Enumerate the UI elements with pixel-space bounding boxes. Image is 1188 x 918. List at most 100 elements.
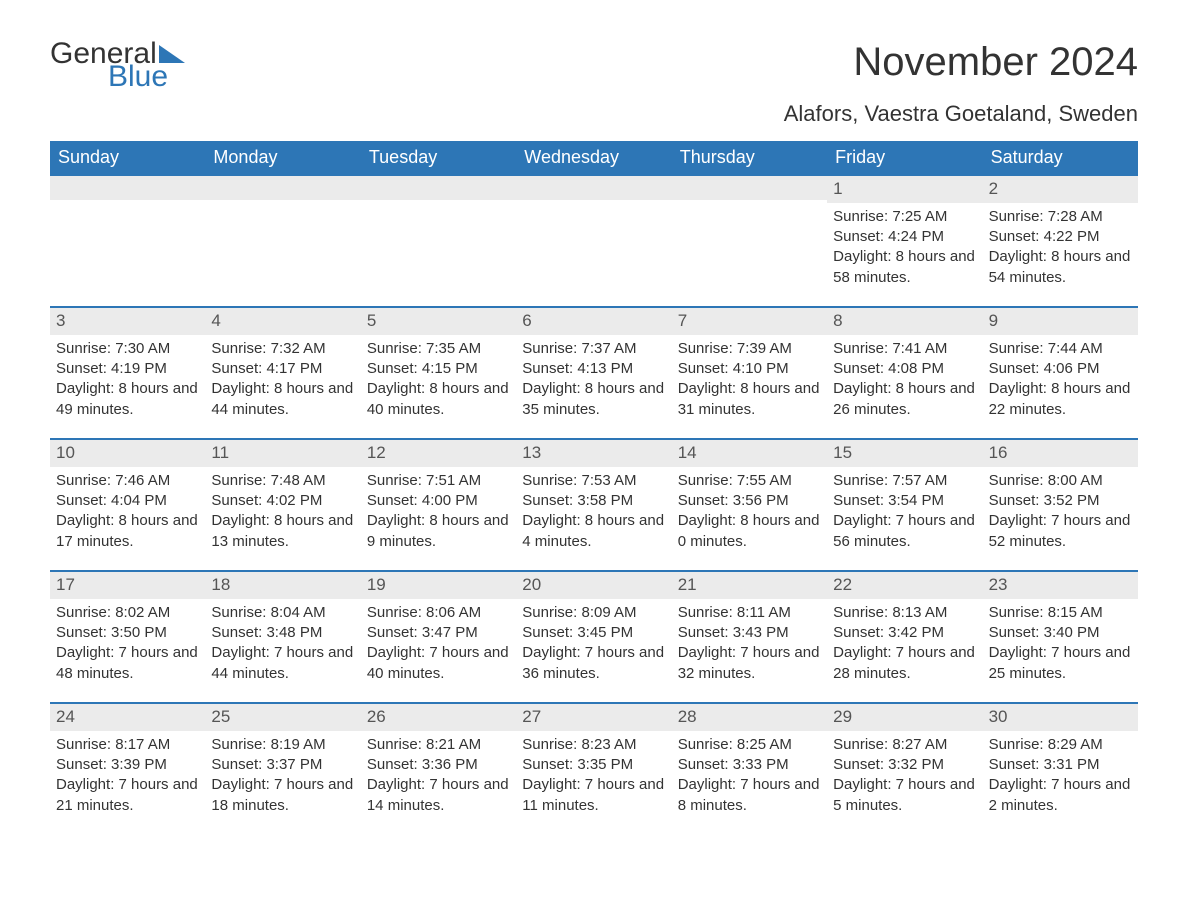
week-row: 24Sunrise: 8:17 AMSunset: 3:39 PMDayligh… [50,702,1138,834]
sunrise-line: Sunrise: 8:00 AM [989,471,1132,491]
daylight-line: Daylight: 8 hours and 58 minutes. [833,247,976,288]
daylight-line: Daylight: 8 hours and 49 minutes. [56,379,199,420]
sunrise-line: Sunrise: 8:19 AM [211,735,354,755]
day-cell: 30Sunrise: 8:29 AMSunset: 3:31 PMDayligh… [983,704,1138,834]
day-cell-empty [516,176,671,306]
day-cell: 2Sunrise: 7:28 AMSunset: 4:22 PMDaylight… [983,176,1138,306]
day-number: 29 [827,704,982,731]
day-number: 28 [672,704,827,731]
sunrise-line: Sunrise: 7:37 AM [522,339,665,359]
sunrise-line: Sunrise: 8:09 AM [522,603,665,623]
day-cell: 4Sunrise: 7:32 AMSunset: 4:17 PMDaylight… [205,308,360,438]
week-row: 1Sunrise: 7:25 AMSunset: 4:24 PMDaylight… [50,174,1138,306]
sunset-line: Sunset: 4:15 PM [367,359,510,379]
sunset-line: Sunset: 3:54 PM [833,491,976,511]
sunset-line: Sunset: 3:32 PM [833,755,976,775]
sunrise-line: Sunrise: 7:55 AM [678,471,821,491]
calendar: SundayMondayTuesdayWednesdayThursdayFrid… [50,141,1138,834]
day-number: 7 [672,308,827,335]
daylight-line: Daylight: 8 hours and 40 minutes. [367,379,510,420]
sunset-line: Sunset: 3:45 PM [522,623,665,643]
sunrise-line: Sunrise: 7:53 AM [522,471,665,491]
day-number: 20 [516,572,671,599]
day-number [50,176,205,200]
day-cell: 26Sunrise: 8:21 AMSunset: 3:36 PMDayligh… [361,704,516,834]
day-cell: 8Sunrise: 7:41 AMSunset: 4:08 PMDaylight… [827,308,982,438]
sunrise-line: Sunrise: 8:23 AM [522,735,665,755]
sunset-line: Sunset: 3:40 PM [989,623,1132,643]
daylight-line: Daylight: 7 hours and 32 minutes. [678,643,821,684]
day-cell-empty [50,176,205,306]
day-cell: 28Sunrise: 8:25 AMSunset: 3:33 PMDayligh… [672,704,827,834]
day-number: 4 [205,308,360,335]
sunrise-line: Sunrise: 7:57 AM [833,471,976,491]
day-cell: 3Sunrise: 7:30 AMSunset: 4:19 PMDaylight… [50,308,205,438]
day-number: 30 [983,704,1138,731]
daylight-line: Daylight: 8 hours and 13 minutes. [211,511,354,552]
daylight-line: Daylight: 7 hours and 36 minutes. [522,643,665,684]
day-cell: 1Sunrise: 7:25 AMSunset: 4:24 PMDaylight… [827,176,982,306]
weekday-header-row: SundayMondayTuesdayWednesdayThursdayFrid… [50,141,1138,174]
day-cell: 14Sunrise: 7:55 AMSunset: 3:56 PMDayligh… [672,440,827,570]
sunset-line: Sunset: 4:13 PM [522,359,665,379]
sunset-line: Sunset: 3:33 PM [678,755,821,775]
day-number: 22 [827,572,982,599]
day-cell: 25Sunrise: 8:19 AMSunset: 3:37 PMDayligh… [205,704,360,834]
day-number: 10 [50,440,205,467]
day-cell: 5Sunrise: 7:35 AMSunset: 4:15 PMDaylight… [361,308,516,438]
daylight-line: Daylight: 7 hours and 44 minutes. [211,643,354,684]
logo-text-blue: Blue [108,63,185,90]
day-cell: 13Sunrise: 7:53 AMSunset: 3:58 PMDayligh… [516,440,671,570]
day-number: 13 [516,440,671,467]
weekday-header-cell: Tuesday [361,141,516,174]
sunset-line: Sunset: 3:43 PM [678,623,821,643]
header: General Blue November 2024 Alafors, Vaes… [50,40,1138,137]
daylight-line: Daylight: 7 hours and 18 minutes. [211,775,354,816]
sunset-line: Sunset: 4:08 PM [833,359,976,379]
daylight-line: Daylight: 7 hours and 28 minutes. [833,643,976,684]
day-number: 6 [516,308,671,335]
day-number: 25 [205,704,360,731]
daylight-line: Daylight: 8 hours and 0 minutes. [678,511,821,552]
daylight-line: Daylight: 7 hours and 11 minutes. [522,775,665,816]
day-cell: 21Sunrise: 8:11 AMSunset: 3:43 PMDayligh… [672,572,827,702]
daylight-line: Daylight: 8 hours and 54 minutes. [989,247,1132,288]
day-number: 15 [827,440,982,467]
day-cell: 27Sunrise: 8:23 AMSunset: 3:35 PMDayligh… [516,704,671,834]
day-number: 12 [361,440,516,467]
sunset-line: Sunset: 4:19 PM [56,359,199,379]
day-cell: 23Sunrise: 8:15 AMSunset: 3:40 PMDayligh… [983,572,1138,702]
day-cell: 9Sunrise: 7:44 AMSunset: 4:06 PMDaylight… [983,308,1138,438]
week-row: 3Sunrise: 7:30 AMSunset: 4:19 PMDaylight… [50,306,1138,438]
sunset-line: Sunset: 4:22 PM [989,227,1132,247]
daylight-line: Daylight: 8 hours and 22 minutes. [989,379,1132,420]
sunrise-line: Sunrise: 8:02 AM [56,603,199,623]
daylight-line: Daylight: 7 hours and 25 minutes. [989,643,1132,684]
day-cell: 22Sunrise: 8:13 AMSunset: 3:42 PMDayligh… [827,572,982,702]
sunrise-line: Sunrise: 7:41 AM [833,339,976,359]
daylight-line: Daylight: 8 hours and 9 minutes. [367,511,510,552]
sunset-line: Sunset: 3:35 PM [522,755,665,775]
day-cell: 11Sunrise: 7:48 AMSunset: 4:02 PMDayligh… [205,440,360,570]
sunset-line: Sunset: 3:48 PM [211,623,354,643]
day-cell: 19Sunrise: 8:06 AMSunset: 3:47 PMDayligh… [361,572,516,702]
day-number: 26 [361,704,516,731]
sunrise-line: Sunrise: 8:06 AM [367,603,510,623]
sunrise-line: Sunrise: 7:28 AM [989,207,1132,227]
day-cell: 16Sunrise: 8:00 AMSunset: 3:52 PMDayligh… [983,440,1138,570]
sunrise-line: Sunrise: 7:48 AM [211,471,354,491]
day-number: 1 [827,176,982,203]
sunset-line: Sunset: 4:06 PM [989,359,1132,379]
sunrise-line: Sunrise: 7:32 AM [211,339,354,359]
day-cell: 24Sunrise: 8:17 AMSunset: 3:39 PMDayligh… [50,704,205,834]
daylight-line: Daylight: 8 hours and 17 minutes. [56,511,199,552]
sunrise-line: Sunrise: 8:29 AM [989,735,1132,755]
sunset-line: Sunset: 4:24 PM [833,227,976,247]
day-number: 21 [672,572,827,599]
weekday-header-cell: Wednesday [516,141,671,174]
daylight-line: Daylight: 7 hours and 2 minutes. [989,775,1132,816]
sunrise-line: Sunrise: 7:51 AM [367,471,510,491]
day-number: 9 [983,308,1138,335]
weekday-header-cell: Monday [205,141,360,174]
day-number: 5 [361,308,516,335]
